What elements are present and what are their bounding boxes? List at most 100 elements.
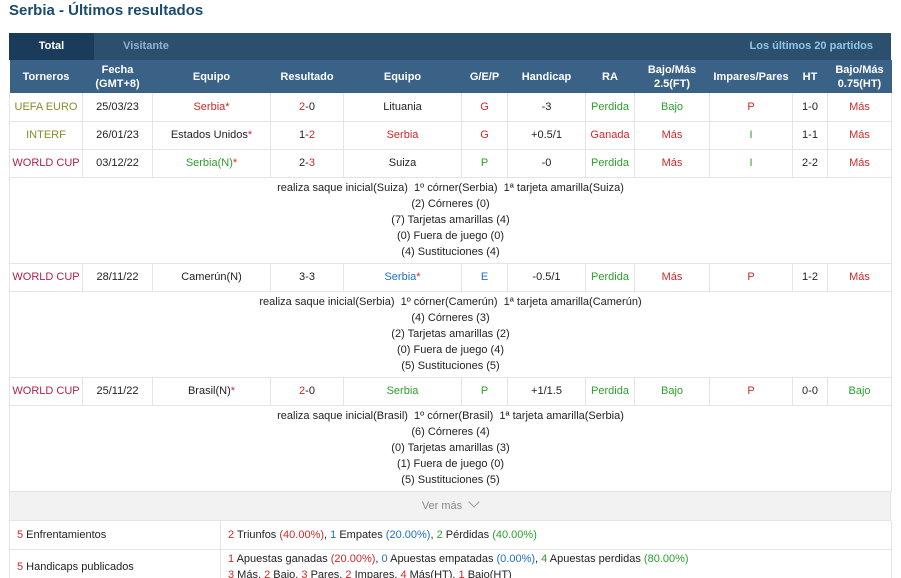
result-cell[interactable]: 3-3 — [270, 263, 344, 292]
date-cell: 03/12/22 — [82, 149, 153, 178]
result-cell[interactable]: 2-0 — [270, 377, 344, 406]
summary-part: 2 — [345, 568, 352, 578]
summary-encounters-values: 2 Triunfos (40.00%), 1 Empates (20.00%),… — [220, 520, 892, 550]
handicaps-line-2: 3 Más, 2 Bajo, 3 Pares, 2 Impares, 4 Más… — [228, 567, 889, 578]
detail-line: (2) Córneres (0) — [411, 197, 490, 210]
score-away: 0 — [308, 100, 315, 113]
result-cell[interactable]: 1-2 — [270, 121, 344, 150]
ra-cell: Ganada — [585, 121, 635, 150]
table-row: WORLD CUP 28/11/22 Camerún(N) 3-3 Serbia* E -0… — [9, 263, 892, 292]
ou-ht-cell: Bajo — [827, 377, 892, 406]
see-more-button[interactable]: Ver más — [9, 491, 891, 521]
ht-cell: 1-0 — [792, 93, 828, 122]
summary-part: Bajo, — [270, 568, 302, 578]
home-team-cell[interactable]: Estados Unidos* — [152, 121, 271, 150]
table-row: WORLD CUP 25/11/22 Brasil(N)* 2-0 Serbia P +1/… — [9, 377, 892, 406]
score-away: 2 — [308, 129, 315, 141]
summary-part: (20.00%) — [330, 552, 376, 565]
tournament-cell[interactable]: WORLD CUP — [9, 263, 83, 292]
summary-part: Más(HT), — [406, 568, 459, 578]
ou-ht-cell: Más — [827, 121, 892, 150]
summary-part: Más, — [234, 568, 265, 578]
odd-even-value: P — [747, 385, 755, 397]
ou-ft-value: Bajo — [660, 100, 684, 113]
match-date: 28/11/22 — [96, 271, 139, 283]
home-team-cell[interactable]: Camerún(N) — [152, 263, 271, 292]
home-star-icon: * — [230, 385, 236, 397]
tournament-cell[interactable]: WORLD CUP — [9, 149, 83, 178]
tab-visitor[interactable]: Visitante — [123, 40, 169, 52]
result-cell[interactable]: 2-3 — [270, 149, 344, 178]
detail-line: realiza saque inicial(Brasil) 1º córner(… — [277, 409, 624, 422]
ht-score: 2-2 — [802, 157, 818, 169]
gep-cell: P — [461, 377, 508, 406]
chevron-down-icon — [468, 495, 480, 508]
score-home: 3 — [299, 271, 306, 283]
date-cell: 26/01/23 — [82, 121, 153, 150]
summary-part: 1 — [228, 552, 235, 565]
away-team-cell[interactable]: Serbia — [343, 377, 462, 406]
ou-ht-value: Más — [849, 100, 870, 113]
ou-ft-cell: Más — [634, 149, 710, 178]
detail-line: realiza saque inicial(Suiza) 1º córner(S… — [277, 181, 624, 194]
away-team-cell[interactable]: Lituania — [343, 93, 462, 122]
tournament-cell[interactable]: INTERF — [9, 121, 83, 150]
header-gep: G/E/P — [461, 60, 508, 93]
summary-part: 4 — [400, 568, 407, 578]
summary-part: 1 — [458, 568, 465, 578]
home-team-cell[interactable]: Brasil(N)* — [152, 377, 271, 406]
gep-value: P — [480, 385, 489, 397]
home-team-name: Camerún(N) — [181, 271, 242, 283]
odd-even-value: P — [747, 271, 755, 283]
header-ht: HT — [792, 60, 828, 93]
range-label: Los últimos 20 partidos — [749, 40, 873, 52]
ou-ht-cell: Más — [827, 149, 892, 178]
header-handicap: Handicap — [507, 60, 586, 93]
result-cell[interactable]: 2-0 — [270, 93, 344, 122]
home-team-cell[interactable]: Serbia* — [152, 93, 271, 122]
match-details-row: realiza saque inicial(Brasil) 1º córner(… — [9, 405, 892, 492]
gep-value: E — [480, 271, 489, 283]
handicap-cell: -0.5/1 — [507, 263, 586, 292]
tournament-name: UEFA EURO — [14, 100, 78, 113]
match-details-row: realiza saque inicial(Serbia) 1º córner(… — [9, 291, 892, 378]
header-ra: RA — [585, 60, 635, 93]
handicap-value: +0.5/1 — [531, 129, 562, 141]
away-team-name: Suiza — [388, 157, 417, 169]
handicaps-line-1: 1 Apuestas ganadas (20.00%), 0 Apuestas … — [228, 551, 889, 567]
tournament-cell[interactable]: WORLD CUP — [9, 377, 83, 406]
ht-score: 0-0 — [802, 385, 818, 397]
odd-even-cell: P — [709, 377, 793, 406]
detail-line: (4) Sustituciones (4) — [401, 245, 500, 258]
encounters-text: Enfrentamientos — [23, 528, 107, 541]
ou-ht-value: Más — [849, 129, 870, 141]
score-away: 0 — [308, 385, 315, 397]
away-team-cell[interactable]: Suiza — [343, 149, 462, 178]
ou-ft-value: Bajo — [660, 385, 684, 397]
gep-value: G — [480, 129, 489, 141]
home-team-cell[interactable]: Serbia(N)* — [152, 149, 271, 178]
away-team-cell[interactable]: Serbia* — [343, 263, 462, 292]
tournament-name: INTERF — [26, 129, 66, 141]
detail-line: (5) Sustituciones (5) — [401, 359, 500, 372]
ou-ft-cell: Bajo — [634, 377, 710, 406]
match-date: 03/12/22 — [96, 157, 139, 169]
summary-table: 5 Enfrentamientos 2 Triunfos (40.00%), 1… — [9, 520, 892, 578]
score-home: 1 — [299, 129, 306, 141]
handicaps-count: 5 — [17, 560, 24, 573]
tab-total[interactable]: Total — [9, 33, 94, 60]
match-date: 25/03/23 — [96, 100, 139, 113]
match-details-row: realiza saque inicial(Suiza) 1º córner(S… — [9, 177, 892, 264]
summary-part: (0.00%) — [496, 552, 536, 565]
header-ou-ht: Bajo/Más 0.75(HT) — [827, 60, 892, 93]
summary-part: Pares, — [307, 568, 346, 578]
ht-cell: 1-2 — [792, 263, 828, 292]
tournament-cell[interactable]: UEFA EURO — [9, 93, 83, 122]
summary-part: Apuestas perdidas — [547, 552, 644, 565]
away-team-name: Lituania — [383, 100, 422, 113]
gep-value: P — [480, 157, 489, 169]
encounters-count: 5 — [17, 528, 24, 541]
home-team-name: Estados Unidos — [170, 129, 248, 141]
away-team-cell[interactable]: Serbia — [343, 121, 462, 150]
summary-part: Impares, — [351, 568, 401, 578]
